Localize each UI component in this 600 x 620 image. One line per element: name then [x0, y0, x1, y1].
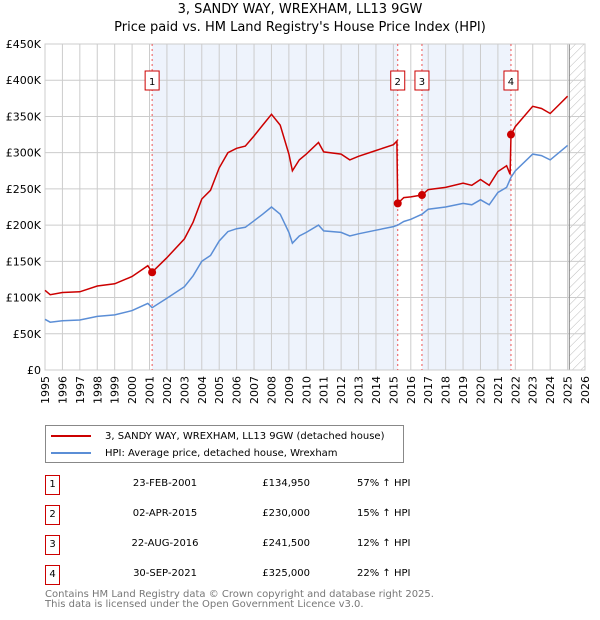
x-tick-label: 2017	[422, 376, 435, 404]
x-tick-label: 2003	[178, 376, 191, 404]
y-tick-label: £0	[27, 364, 41, 377]
y-tick-label: £100K	[6, 292, 42, 305]
sale-point	[148, 268, 157, 277]
x-tick-label: 2024	[544, 376, 557, 404]
x-tick-label: 2025	[562, 376, 575, 404]
x-tick-label: 2007	[248, 376, 261, 404]
y-tick-label: £450K	[6, 38, 42, 51]
y-tick-label: £50K	[13, 328, 42, 341]
shaded-ownership-band	[152, 44, 398, 370]
x-tick-label: 2008	[265, 376, 278, 404]
legend-label: 3, SANDY WAY, WREXHAM, LL13 9GW (detache…	[105, 430, 385, 442]
sale-label-box	[390, 70, 406, 91]
sale-row: 4 30-SEP-2021 £325,000 22% ↑ HPI	[45, 565, 445, 585]
sale-price: £241,500	[262, 538, 310, 549]
sale-point	[506, 130, 515, 139]
sale-hpi-diff: 57% ↑ HPI	[357, 478, 411, 489]
sale-price: £134,950	[262, 478, 310, 489]
sale-label: 4	[508, 77, 514, 88]
sale-price: £325,000	[262, 568, 310, 579]
x-tick-label: 1999	[109, 376, 122, 404]
sale-row: 3 22-AUG-2016 £241,500 12% ↑ HPI	[45, 535, 445, 555]
x-tick-label: 2002	[161, 376, 174, 404]
series-line	[44, 144, 569, 323]
y-tick-label: £150K	[6, 255, 42, 268]
sale-label-box	[144, 70, 160, 91]
y-tick-label: £250K	[6, 183, 42, 196]
sale-price: £230,000	[262, 508, 310, 519]
y-tick-label: £200K	[6, 219, 42, 232]
x-tick-label: 2016	[405, 376, 418, 404]
sale-date: 30-SEP-2021	[133, 568, 197, 579]
x-tick-label: 2026	[579, 376, 592, 404]
sale-label: 2	[395, 77, 401, 88]
footer: Contains HM Land Registry data © Crown c…	[45, 590, 434, 610]
x-tick-label: 2022	[509, 376, 522, 404]
sale-number-badge: 4	[45, 565, 60, 585]
chart-title: 3, SANDY WAY, WREXHAM, LL13 9GW	[177, 2, 423, 17]
x-tick-label: 2004	[196, 376, 209, 404]
sale-date: 02-APR-2015	[132, 508, 198, 519]
sale-row: 1 23-FEB-2001 £134,950 57% ↑ HPI	[45, 475, 445, 495]
x-tick-label: 2021	[492, 376, 505, 404]
series-line	[44, 95, 569, 296]
x-tick-label: 2009	[283, 376, 296, 404]
sale-row: 2 02-APR-2015 £230,000 15% ↑ HPI	[45, 505, 445, 525]
sale-label: 1	[149, 77, 155, 88]
sale-hpi-diff: 22% ↑ HPI	[357, 568, 411, 579]
sale-hpi-diff: 15% ↑ HPI	[357, 508, 411, 519]
price-chart: £0 £50K £100K £150K £200K £250K £300K £350K £400…	[6, 38, 592, 404]
y-tick-label: £400K	[6, 74, 42, 87]
x-tick-label: 1997	[74, 376, 87, 404]
legend-swatch-red	[51, 435, 91, 437]
x-tick-label: 2014	[370, 376, 383, 404]
shaded-ownership-band	[421, 44, 511, 370]
sale-label-box	[503, 70, 519, 91]
sale-point	[393, 199, 402, 208]
sale-number-badge: 3	[45, 535, 60, 555]
legend-label: HPI: Average price, detached house, Wrex…	[105, 447, 338, 459]
x-tick-label: 2019	[457, 376, 470, 404]
x-tick-label: 2015	[387, 376, 400, 404]
footer-copyright: Contains HM Land Registry data © Crown c…	[45, 589, 434, 600]
x-tick-label: 2013	[353, 376, 366, 404]
legend-item-hpi: HPI: Average price, detached house, Wrex…	[46, 445, 338, 461]
x-tick-label: 2000	[126, 376, 139, 404]
chart-legend: 3, SANDY WAY, WREXHAM, LL13 9GW (detache…	[45, 425, 404, 463]
sale-date: 23-FEB-2001	[132, 478, 198, 489]
y-tick-label: £350K	[6, 110, 42, 123]
legend-item-property: 3, SANDY WAY, WREXHAM, LL13 9GW (detache…	[46, 428, 384, 444]
x-tick-label: 2012	[335, 376, 348, 404]
x-tick-label: 1995	[39, 376, 52, 404]
x-tick-label: 2023	[527, 376, 540, 404]
x-tick-label: 2018	[440, 376, 453, 404]
x-tick-label: 2020	[474, 376, 487, 404]
x-tick-label: 2005	[213, 376, 226, 404]
x-tick-label: 1996	[56, 376, 69, 404]
forecast-hatch	[569, 44, 585, 370]
sale-point	[417, 191, 426, 200]
y-tick-label: £300K	[6, 147, 42, 160]
sale-date: 22-AUG-2016	[131, 538, 199, 549]
x-tick-label: 2011	[318, 376, 331, 404]
sale-label: 3	[419, 77, 425, 88]
x-tick-label: 2006	[231, 376, 244, 404]
sale-number-badge: 2	[45, 505, 60, 525]
chart-subtitle: Price paid vs. HM Land Registry's House …	[114, 20, 486, 35]
legend-swatch-blue	[51, 452, 91, 454]
sale-label-box	[414, 70, 430, 91]
sale-hpi-diff: 12% ↑ HPI	[357, 538, 411, 549]
plot-border	[44, 43, 586, 371]
x-tick-label: 2010	[300, 376, 313, 404]
x-tick-label: 2001	[144, 376, 157, 404]
sale-number-badge: 1	[45, 475, 60, 495]
x-tick-label: 1998	[91, 376, 104, 404]
footer-licence: This data is licensed under the Open Gov…	[45, 599, 364, 610]
